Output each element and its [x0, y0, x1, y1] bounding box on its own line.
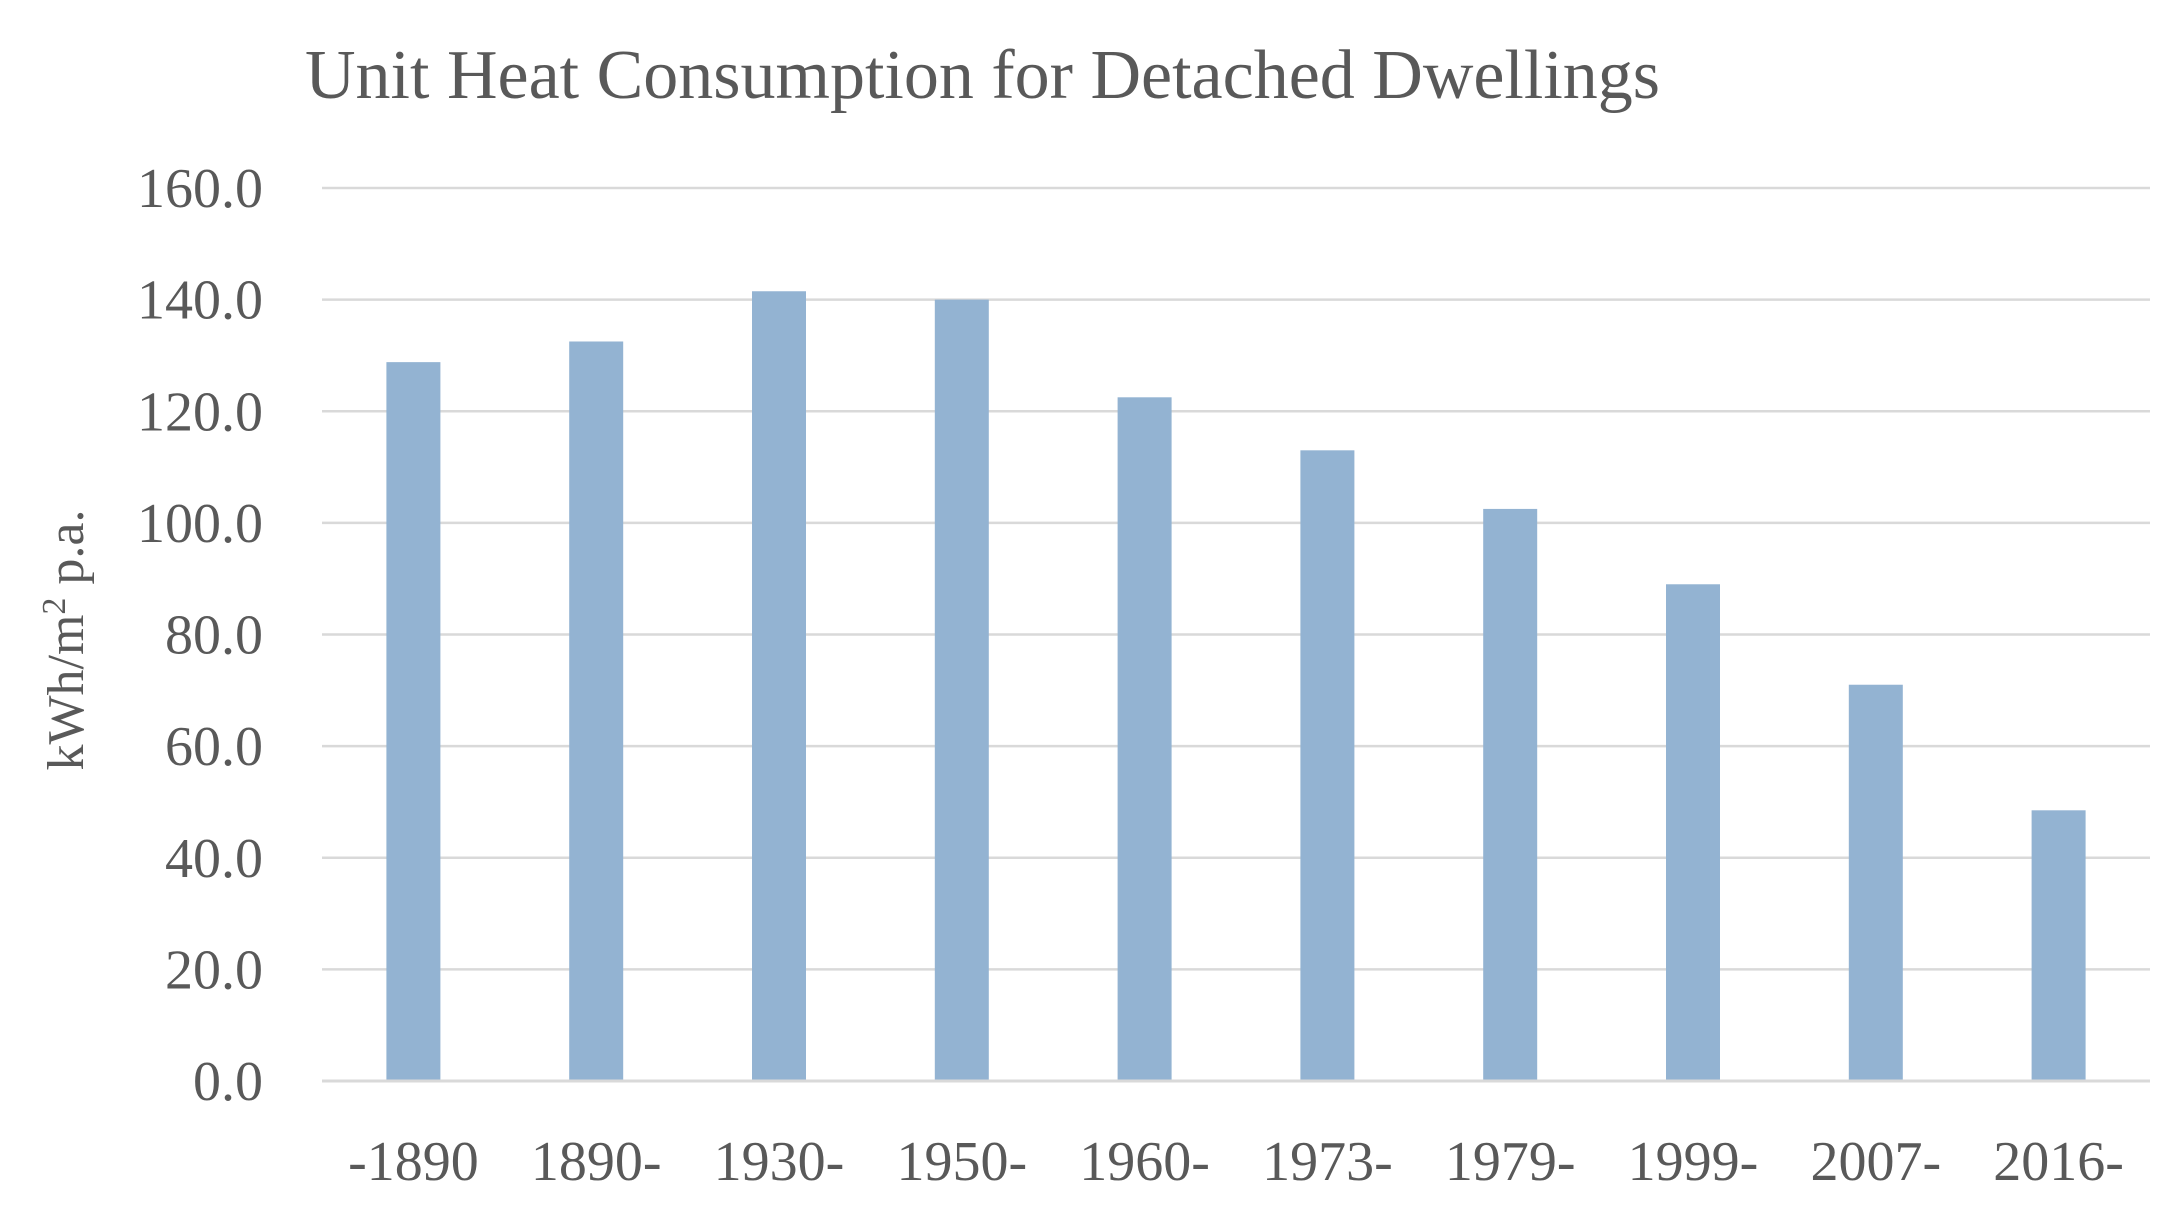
- bar: [1666, 584, 1720, 1081]
- bar: [752, 291, 806, 1081]
- bar: [2031, 810, 2086, 1081]
- y-axis-label-period: p.a.: [38, 509, 95, 597]
- bar: [934, 299, 989, 1081]
- gridlines: [322, 186, 2150, 971]
- x-tick-label: 1930-: [714, 1131, 845, 1193]
- x-tick-label: 2016-: [1993, 1131, 2124, 1193]
- y-tick-label: 80.0: [165, 605, 263, 667]
- bar: [1117, 397, 1172, 1081]
- x-tick-label: 1890-: [531, 1131, 662, 1193]
- y-tick-label: 60.0: [165, 716, 263, 778]
- x-tick-label: 1973-: [1262, 1131, 1393, 1193]
- y-tick-label: 140.0: [137, 270, 263, 332]
- x-tick-label: -1890: [348, 1131, 479, 1193]
- y-tick-label: 120.0: [137, 381, 263, 443]
- bars: [386, 291, 2086, 1082]
- x-axis-ticks: -1890 1890- 1930- 1950- 1960- 1973- 1979- 1999-…: [348, 1131, 2124, 1193]
- chart-title: Unit Heat Consumption for Detached Dwell…: [305, 37, 1660, 114]
- x-tick-label: 1950-: [896, 1131, 1027, 1193]
- y-axis-label: kWh/m2 p.a.: [36, 509, 96, 770]
- y-tick-label: 20.0: [165, 939, 263, 1001]
- x-tick-label: 1979-: [1445, 1131, 1576, 1193]
- x-tick-label: 2007-: [1810, 1131, 1941, 1193]
- y-axis-ticks: 0.0 20.0 40.0 60.0 80.0 100.0 120.0 140.0 160.0: [137, 158, 263, 1113]
- y-tick-label: 100.0: [137, 493, 263, 555]
- y-tick-label: 160.0: [137, 158, 263, 220]
- bar: [1848, 684, 1903, 1081]
- x-tick-label: 1999-: [1628, 1131, 1759, 1193]
- y-tick-label: 40.0: [165, 828, 263, 890]
- bar: [569, 341, 624, 1081]
- y-tick-label: 0.0: [193, 1051, 263, 1113]
- bar: [386, 362, 441, 1081]
- bar: [1300, 450, 1355, 1082]
- y-axis-label-unit: kWh/m: [38, 615, 95, 771]
- bar: [1483, 508, 1538, 1081]
- y-axis-label-superscript: 2: [36, 598, 73, 615]
- x-tick-label: 1960-: [1079, 1131, 1210, 1193]
